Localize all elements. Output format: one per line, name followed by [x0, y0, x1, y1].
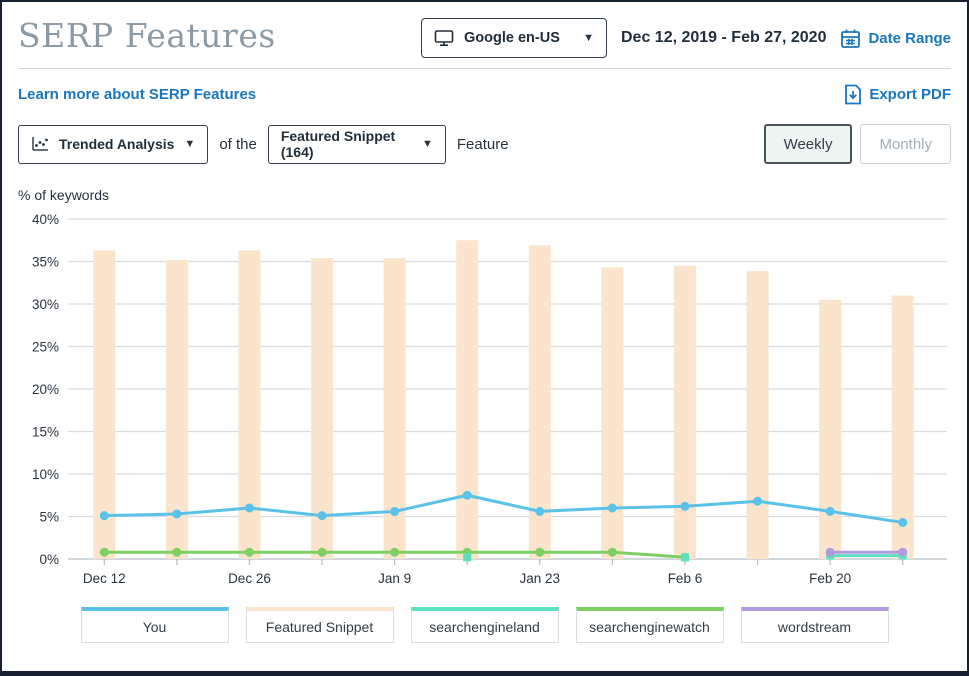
legend-item-featured-snippet[interactable]: Featured Snippet: [245, 607, 394, 643]
svg-text:10%: 10%: [32, 467, 59, 482]
svg-text:Dec 12: Dec 12: [83, 571, 126, 586]
legend-item-wordstream[interactable]: wordstream: [740, 607, 889, 643]
feature-selector[interactable]: Featured Snippet (164) ▼: [267, 124, 446, 164]
svg-text:35%: 35%: [32, 255, 59, 270]
chevron-down-icon: ▼: [583, 32, 594, 44]
connector-text: of the: [219, 135, 257, 153]
monthly-toggle-button[interactable]: Monthly: [860, 124, 951, 164]
controls-row: Trended Analysis ▼ of the Featured Snipp…: [18, 124, 951, 164]
chevron-down-icon: ▼: [184, 138, 196, 150]
date-range-text: Dec 12, 2019 - Feb 27, 2020: [621, 29, 827, 46]
svg-text:25%: 25%: [32, 340, 59, 355]
monitor-icon: [434, 30, 454, 47]
learn-more-link[interactable]: Learn more about SERP Features: [18, 86, 256, 103]
legend-label: wordstream: [777, 618, 852, 635]
links-row: Learn more about SERP Features Export PD…: [18, 84, 951, 105]
legend-label: searchengineland: [429, 618, 540, 635]
svg-text:Feb 6: Feb 6: [668, 571, 703, 586]
legend-item-searchengineland[interactable]: searchengineland: [410, 607, 559, 643]
trended-analysis-icon: [32, 137, 48, 151]
legend-label: Featured Snippet: [265, 618, 374, 635]
svg-text:20%: 20%: [32, 382, 59, 397]
header-right: Google en-US ▼ Dec 12, 2019 - Feb 27, 20…: [421, 18, 951, 58]
svg-text:Feb 20: Feb 20: [809, 571, 851, 586]
export-pdf-button[interactable]: Export PDF: [844, 84, 951, 105]
page-title: SERP Features: [18, 16, 276, 55]
feature-suffix-label: Feature: [456, 135, 509, 153]
feature-selector-value: Featured Snippet (164): [280, 128, 396, 160]
legend-item-you[interactable]: You: [80, 607, 229, 643]
svg-text:30%: 30%: [32, 297, 59, 312]
svg-text:40%: 40%: [32, 212, 59, 227]
export-pdf-icon: [845, 84, 862, 105]
chart-y-axis-title: % of keywords: [18, 187, 110, 203]
device-selector[interactable]: Google en-US ▼: [421, 18, 607, 58]
legend-item-searchenginewatch[interactable]: searchenginewatch: [575, 607, 724, 643]
device-selector-value: Google en-US: [464, 30, 560, 46]
svg-text:0%: 0%: [39, 552, 59, 567]
svg-text:Jan 23: Jan 23: [520, 571, 561, 586]
svg-text:5%: 5%: [39, 510, 59, 525]
legend-label: searchenginewatch: [589, 618, 710, 635]
chevron-down-icon: ▼: [421, 138, 433, 150]
analysis-type-selector[interactable]: Trended Analysis ▼: [18, 124, 209, 164]
svg-text:15%: 15%: [32, 425, 59, 440]
svg-text:Jan 9: Jan 9: [378, 571, 411, 586]
interval-toggle: Weekly Monthly: [763, 124, 951, 164]
chart-legend: You Featured Snippet searchengineland se…: [18, 607, 951, 643]
svg-text:Dec 26: Dec 26: [228, 571, 271, 586]
date-range-button[interactable]: Date Range: [840, 28, 951, 49]
calendar-icon: [841, 29, 861, 48]
date-range-button-label: Date Range: [868, 29, 951, 47]
header-divider: [18, 68, 951, 69]
header: SERP Features Google en-US ▼ Dec 12, 201…: [18, 12, 951, 58]
export-pdf-label: Export PDF: [869, 86, 951, 103]
weekly-toggle-button[interactable]: Weekly: [763, 124, 853, 164]
legend-label: You: [142, 618, 167, 635]
trended-analysis-chart[interactable]: 0% 5% 10% 15% 20% 25% 30% 35% 40% Dec 12 Dec 26 Jan…: [18, 207, 951, 595]
learn-more-label: Learn more about SERP Features: [18, 86, 257, 103]
analysis-type-value: Trended Analysis: [59, 136, 175, 152]
